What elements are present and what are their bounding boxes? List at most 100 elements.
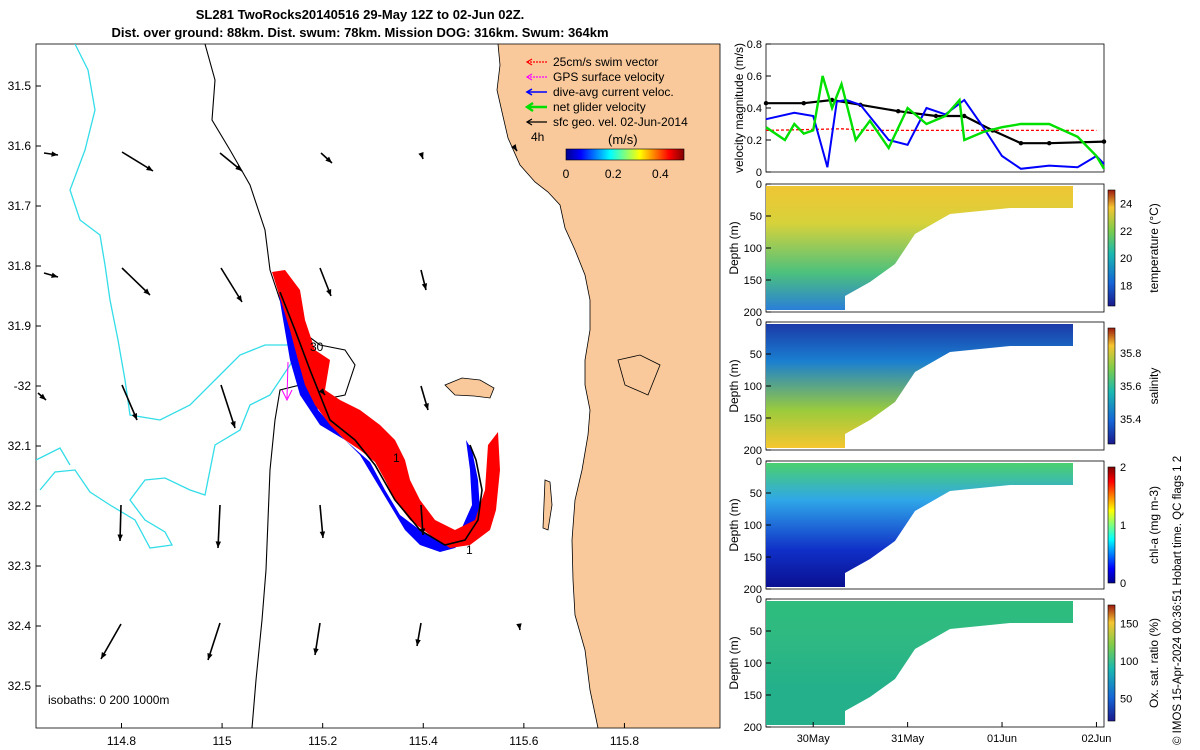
speed-colorbar-gradient [565,148,685,161]
sfc-geo-arrowhead [235,164,242,171]
section-colorbar-tick-label: 18 [1120,281,1132,293]
isobath-1000m [39,44,302,549]
map-y-tick-label: 32.5 [8,679,32,693]
sfc-geo-arrowhead [117,534,123,541]
legend-entry-current: dive-avg current veloc. [525,85,674,99]
sfc-geo-arrowhead [215,541,222,548]
velocity-point [933,113,939,119]
sfc-geo-arrowhead [51,151,58,157]
sfc-geo-arrowhead [421,283,428,290]
chart-title-line-2: Dist. over ground: 88km. Dist. swum: 78k… [111,25,609,40]
section-data-field [766,601,1073,725]
sfc-geo-arrowhead [419,528,426,535]
scale-arrow-note: 4h [531,130,544,144]
section-colorbar [1107,327,1116,445]
velocity-ylabel: velocity magnitude (m/s) [732,43,746,173]
section-colorbar-label: salinity [1147,368,1161,405]
map-y-axis: 31.5 31.6 31.7 31.8 31.9 -32 32.1 32.2 32.3 32.4 3… [8,79,41,693]
sfc-geo-arrowhead [418,152,424,159]
velocity-point [895,109,901,114]
date-tick-label: 01Jun [987,733,1017,745]
section-colorbar-tick-label: 35.8 [1120,348,1141,360]
chart-title-line-1: SL281 TwoRocks20140516 29-May 12Z to 02-… [195,7,525,22]
sfc-geo-arrow [100,623,122,660]
section-y-tick-label: 100 [744,243,762,255]
sfc-geo-arrow [121,267,151,296]
velocity-series-line [765,128,1097,132]
map-y-tick-label: 32.2 [8,499,32,513]
garden-island [542,479,553,531]
section-y-tick-label: 50 [750,349,762,361]
map-y-tick-label: 32.1 [8,439,32,453]
sfc-geo-arrowhead [131,413,137,420]
section-y-tick-label: 0 [756,594,762,606]
speed-colorbar-ticks: 0 0.2 0.4 [563,167,669,181]
section-y-tick-label: 0 [756,179,762,191]
section-y-tick-label: 200 [744,445,762,457]
track-label-1b: 1 [466,543,473,557]
section-y-tick-label: 100 [744,520,762,532]
section-colorbar-tick-label: 50 [1120,694,1132,706]
section-ylabel: Depth (m) [727,498,741,551]
section-colorbar-label: temperature (°C) [1147,203,1161,293]
speed-colorbar-tick-label: 0 [563,167,570,181]
section-colorbar-tick-label: 150 [1120,619,1138,631]
track-label-30: 30 [310,340,324,354]
map-x-tick-label: 115.4 [409,734,438,748]
section-y-tick-label: 100 [744,381,762,393]
speed-colorbar-tick-label: 0.4 [652,167,669,181]
coastal-lagoon [617,354,661,396]
map-y-tick-label: 31.9 [8,319,32,333]
velocity-series-line [765,75,1106,170]
velocity-y-tick-label: 0.6 [747,71,762,83]
section-colorbar-tick-label: 100 [1120,656,1138,668]
section-y-tick-label: 0 [756,456,762,468]
map-x-tick-label: 115 [213,734,232,748]
section-ylabel: Depth (m) [727,221,741,274]
speed-colorbar-label: (m/s) [608,132,638,147]
isobath-200m [204,44,356,728]
rottnest-island [444,377,495,399]
sfc-geo-arrowhead [318,388,325,395]
section-ylabel: Depth (m) [727,636,741,689]
section-colorbar-tick-label: 20 [1120,253,1132,265]
section-y-tick-label: 200 [744,307,762,319]
section-y-tick-label: 50 [750,626,762,638]
speed-colorbar-tick-label: 0.2 [605,167,622,181]
map-y-tick-label: 31.5 [8,79,32,93]
section-colorbar-tick-label: 2 [1120,462,1126,474]
section-ylabel: Depth (m) [727,359,741,412]
section-y-tick-label: 200 [744,584,762,596]
sfc-geo-arrowhead [207,653,213,660]
section-y-tick-label: 150 [744,413,762,425]
map-y-tick-label: 32.4 [8,619,32,633]
map-y-tick-label: -32 [14,379,32,393]
section-panel-oxygen-saturation: 0 50 100 150 200 Depth (m) 50 100 150 Ox. sat. ra… [727,594,1161,734]
velocity-point [1047,141,1052,146]
section-y-tick-label: 150 [744,690,762,702]
sfc-geo-arrowhead [511,144,517,151]
velocity-point [1101,139,1107,144]
velocity-series-line [765,98,1105,170]
sfc-geo-arrow [220,384,236,429]
map-x-tick-label: 115.8 [610,734,639,748]
map-y-tick-label: 32.3 [8,559,32,573]
sfc-geo-arrowhead [230,421,236,428]
section-data-field [766,324,1073,448]
svg-text:sfc geo. vel. 02-Jun-2014: sfc geo. vel. 02-Jun-2014 [553,115,688,129]
sfc-geo-arrowhead [143,288,150,295]
date-tick-label: 31May [891,733,925,745]
section-y-tick-label: 150 [744,275,762,287]
section-y-tick-label: 100 [744,658,762,670]
legend-entry-swim: 25cm/s swim vector [525,55,658,69]
legend-entry-gps: GPS surface velocity [525,70,664,84]
section-colorbar [1107,466,1116,584]
sfc-geo-arrowhead [101,652,107,659]
section-y-tick-label: 50 [750,211,762,223]
gps-surface-velocity [281,361,293,402]
map-panel: 30 1 1 114.8 115 115.2 115.4 115.6 115.8 31.5… [8,43,721,748]
sfc-geo-arrowhead [423,403,429,410]
velocity-y-tick-label: 0.2 [747,135,762,147]
map-y-tick-label: 31.6 [8,139,32,153]
